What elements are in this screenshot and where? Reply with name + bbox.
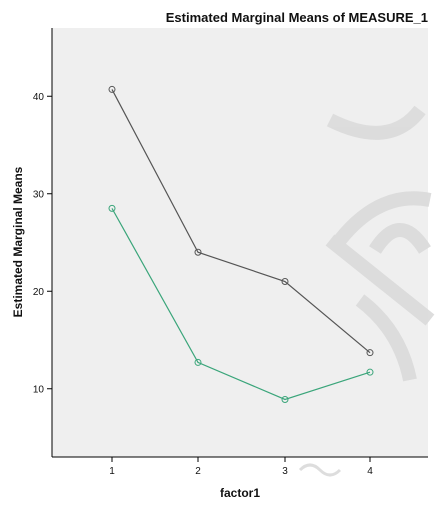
y-axis-label: Estimated Marginal Means bbox=[11, 166, 25, 317]
watermark bbox=[298, 105, 435, 477]
data-point bbox=[194, 358, 202, 366]
y-tick-label: 40 bbox=[33, 92, 45, 103]
x-tick-label: 4 bbox=[367, 466, 373, 477]
data-point bbox=[194, 248, 202, 256]
data-point bbox=[366, 349, 374, 357]
y-tick-label: 10 bbox=[33, 384, 45, 395]
y-tick-label: 20 bbox=[33, 287, 45, 298]
data-point bbox=[366, 368, 374, 376]
data-point bbox=[281, 395, 289, 403]
x-tick-label: 1 bbox=[109, 466, 115, 477]
data-point bbox=[108, 204, 116, 212]
x-tick-label: 2 bbox=[195, 466, 201, 477]
x-axis-label: factor1 bbox=[220, 486, 260, 500]
data-point bbox=[281, 278, 289, 285]
x-tick-label: 3 bbox=[282, 466, 288, 477]
series-line-2 bbox=[111, 208, 371, 401]
series-line-1 bbox=[111, 89, 371, 354]
plot-area bbox=[52, 28, 428, 457]
y-tick-label: 30 bbox=[33, 189, 45, 200]
data-point bbox=[108, 85, 116, 93]
chart-title: Estimated Marginal Means of MEASURE_1 bbox=[166, 10, 428, 25]
